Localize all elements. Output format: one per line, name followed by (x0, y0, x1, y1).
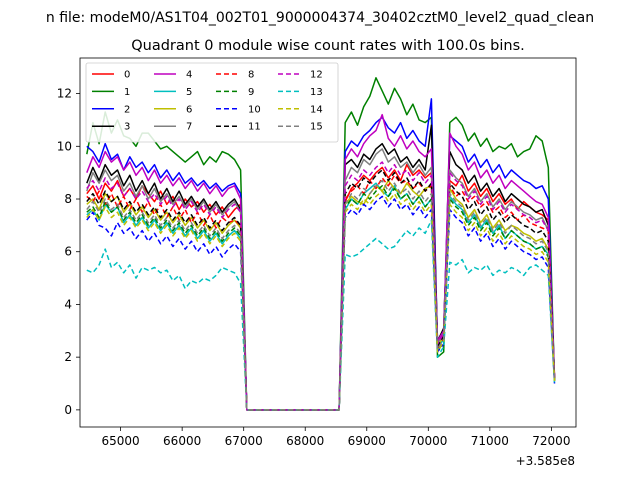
legend-label-5: 5 (186, 87, 192, 98)
legend-label-3: 3 (124, 122, 130, 133)
series-line-11 (86, 169, 556, 411)
legend-label-11: 11 (248, 122, 261, 133)
legend-label-2: 2 (124, 104, 130, 115)
y-tick-label: 10 (57, 139, 72, 153)
chart-title: Quadrant 0 module wise count rates with … (131, 38, 525, 54)
chart-suptitle: n file: modeM0/AS1T04_002T01_9000004374_… (46, 10, 594, 26)
legend-label-8: 8 (248, 70, 254, 81)
x-offset-label: +3.585e8 (516, 454, 575, 468)
x-tick-label: 69000 (348, 434, 386, 448)
series-line-9 (86, 185, 556, 411)
legend-box (85, 62, 339, 143)
plot-frame (79, 57, 577, 428)
x-tick-label: 67000 (225, 434, 263, 448)
y-tick-label: 8 (64, 192, 72, 206)
x-axis: 65000 66000 67000 68000 69000 70000 71000 72000 (102, 427, 570, 448)
x-tick-label: 70000 (409, 434, 447, 448)
legend-label-1: 1 (124, 87, 130, 98)
x-tick-label: 66000 (163, 434, 201, 448)
series-line-12 (86, 161, 556, 411)
series-lines (86, 77, 556, 411)
legend-label-14: 14 (310, 104, 323, 115)
legend-label-6: 6 (186, 104, 192, 115)
y-tick-label: 2 (64, 350, 72, 364)
y-tick-label: 12 (57, 87, 72, 101)
x-tick-label: 65000 (102, 434, 140, 448)
legend-label-4: 4 (186, 70, 192, 81)
legend-label-0: 0 (124, 70, 130, 81)
legend-label-12: 12 (310, 70, 323, 81)
legend-label-7: 7 (186, 122, 192, 133)
x-tick-label: 68000 (286, 434, 324, 448)
legend-label-15: 15 (310, 122, 323, 133)
x-tick-label: 72000 (532, 434, 570, 448)
x-tick-label: 71000 (471, 434, 509, 448)
y-tick-label: 0 (64, 403, 72, 417)
y-axis: 0 2 4 6 8 10 12 (57, 87, 80, 417)
legend-label-9: 9 (248, 87, 254, 98)
series-line-15 (86, 179, 556, 411)
legend-label-13: 13 (310, 87, 323, 98)
y-tick-label: 6 (64, 245, 72, 259)
y-tick-label: 4 (64, 297, 72, 311)
legend-label-10: 10 (248, 104, 261, 115)
